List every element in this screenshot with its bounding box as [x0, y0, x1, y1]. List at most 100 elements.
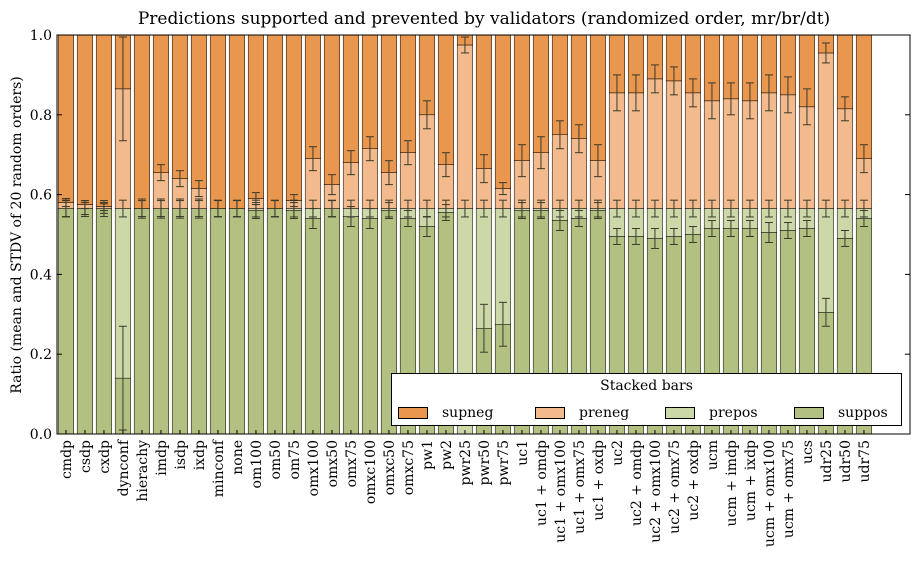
- bar-supneg-17: [380, 34, 397, 173]
- y-axis-ticks: 0.0 0.2 0.4 0.6 0.8 1.0: [30, 28, 910, 443]
- bar-supneg-23: [494, 34, 511, 189]
- bar-supneg-26: [551, 34, 568, 135]
- bar-supneg-1: [76, 34, 93, 205]
- bar-suppos-15: [342, 216, 359, 435]
- bar-supneg-22: [475, 34, 492, 169]
- bar-supneg-10: [247, 34, 264, 199]
- x-axis-ticks: cmdp csdp cxdp dynconf hierachy imdp isdp ixdp m…: [59, 430, 873, 547]
- bar-supneg-11: [266, 34, 283, 209]
- bar-suppos-11: [266, 208, 283, 435]
- y-tick-label-5: 1.0: [30, 28, 52, 44]
- legend-label-prepos: prepos: [709, 405, 758, 421]
- legend-title: Stacked bars: [600, 378, 693, 394]
- x-tick-label-30: uc2 + omdp: [629, 440, 645, 526]
- x-tick-label-7: ixdp: [192, 440, 208, 470]
- x-tick-label-21: pwr25: [458, 440, 474, 485]
- bar-supneg-7: [190, 34, 207, 189]
- x-tick-label-39: ucs: [800, 440, 816, 464]
- x-tick-label-41: udr50: [838, 440, 854, 483]
- bar-supneg-8: [209, 34, 226, 209]
- bar-preneg-40: [817, 52, 834, 209]
- x-tick-label-40: udr25: [819, 440, 835, 483]
- x-tick-label-23: pwr75: [496, 440, 512, 485]
- bar-suppos-4: [133, 208, 150, 435]
- legend-swatch-suppos: [794, 407, 824, 419]
- legend-label-supneg: supneg: [442, 405, 494, 421]
- bar-supneg-4: [133, 34, 150, 209]
- y-axis-label: Ratio (mean and STDV of 20 random orders…: [9, 76, 25, 393]
- bar-supneg-20: [437, 34, 454, 165]
- bar-suppos-7: [190, 208, 207, 435]
- bar-supneg-2: [95, 34, 112, 207]
- x-tick-label-38: ucm + omx75: [781, 440, 797, 538]
- x-tick-label-13: omx100: [306, 440, 322, 496]
- bar-supneg-25: [532, 34, 549, 153]
- x-tick-label-37: ucm + omx100: [762, 440, 778, 547]
- x-tick-label-10: om100: [249, 440, 265, 488]
- x-tick-label-42: udr75: [857, 440, 873, 483]
- bar-suppos-5: [152, 208, 169, 435]
- x-tick-label-17: omxc50: [382, 440, 398, 495]
- x-tick-label-3: dynconf: [116, 438, 132, 496]
- y-tick-label-2: 0.4: [30, 267, 52, 283]
- y-tick-label-4: 0.8: [30, 108, 52, 124]
- x-tick-label-22: pwr50: [477, 440, 493, 485]
- bar-preneg-32: [665, 80, 682, 209]
- bar-supneg-16: [361, 34, 378, 149]
- bar-suppos-0: [57, 208, 74, 435]
- x-tick-label-34: ucm: [705, 440, 721, 470]
- chart-title: Predictions supported and prevented by v…: [138, 9, 830, 29]
- x-tick-label-29: uc2: [610, 440, 626, 466]
- x-tick-label-9: none: [230, 440, 246, 475]
- x-tick-label-27: uc1 + omx75: [572, 440, 588, 534]
- bar-suppos-12: [285, 210, 302, 435]
- bar-suppos-2: [95, 208, 112, 435]
- bar-suppos-10: [247, 210, 264, 435]
- x-tick-label-12: om75: [287, 440, 303, 480]
- bar-suppos-8: [209, 208, 226, 435]
- x-tick-label-8: minconf: [211, 438, 227, 497]
- x-tick-label-5: imdp: [154, 440, 170, 476]
- legend-swatch-preneg: [535, 407, 565, 419]
- bar-supneg-6: [171, 34, 188, 179]
- x-tick-label-15: omx75: [344, 440, 360, 487]
- x-tick-label-1: csdp: [78, 440, 94, 473]
- bar-preneg-41: [836, 108, 853, 209]
- x-tick-label-16: omxc100: [363, 440, 379, 504]
- bar-supneg-0: [57, 34, 74, 203]
- legend-item-suppos: suppos: [794, 405, 888, 421]
- y-tick-label-3: 0.6: [30, 188, 52, 204]
- y-tick-label-0: 0.0: [30, 427, 52, 443]
- bar-supneg-18: [399, 34, 416, 153]
- x-tick-label-11: om50: [268, 440, 284, 480]
- bar-supneg-13: [304, 34, 321, 159]
- bar-supneg-5: [152, 34, 169, 173]
- legend-label-suppos: suppos: [838, 405, 888, 421]
- bar-suppos-16: [361, 218, 378, 435]
- bar-supneg-12: [285, 34, 302, 201]
- legend-item-preneg: preneg: [535, 405, 629, 421]
- x-tick-label-18: omxc75: [401, 440, 417, 495]
- bar-supneg-24: [513, 34, 530, 161]
- x-tick-label-20: pw2: [439, 440, 455, 470]
- x-tick-label-6: isdp: [173, 440, 189, 470]
- legend-label-preneg: preneg: [579, 405, 630, 421]
- bar-supneg-42: [855, 34, 872, 159]
- bar-suppos-9: [228, 208, 245, 435]
- x-tick-label-31: uc2 + omx100: [648, 440, 664, 543]
- chart-legend: Stacked bars supneg preneg prepos suppos: [391, 373, 902, 426]
- x-tick-label-14: omx50: [325, 440, 341, 487]
- bar-supneg-28: [589, 34, 606, 161]
- x-tick-label-33: uc2 + oxdp: [686, 440, 702, 521]
- x-tick-label-25: uc1 + omdp: [534, 440, 550, 526]
- x-tick-label-35: ucm + imdp: [724, 440, 740, 526]
- x-tick-label-28: uc1 + oxdp: [591, 440, 607, 521]
- legend-item-supneg: supneg: [398, 405, 493, 421]
- bar-preneg-21: [456, 44, 473, 209]
- bar-suppos-1: [76, 208, 93, 435]
- bar-preneg-33: [684, 92, 701, 209]
- y-tick-label-1: 0.2: [30, 347, 52, 363]
- x-tick-label-0: cmdp: [59, 440, 75, 479]
